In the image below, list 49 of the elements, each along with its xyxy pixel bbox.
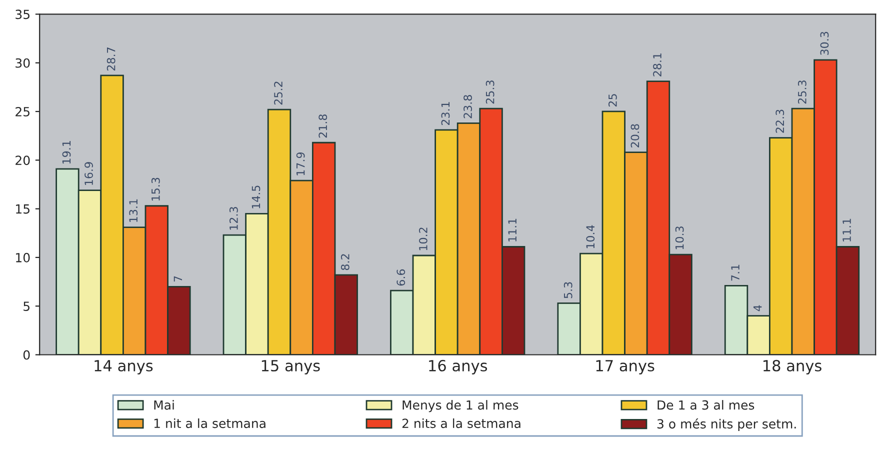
y-tick-label: 20 (16, 156, 30, 166)
data-label: 11.1 (508, 218, 516, 242)
legend-label: De 1 a 3 al mes (658, 400, 754, 410)
data-label: 16.9 (84, 162, 93, 185)
data-label: 30.3 (820, 32, 829, 55)
x-tick-label: 18 anys (764, 360, 822, 374)
data-label: 19.1 (62, 141, 71, 164)
y-tick-label: 0 (23, 350, 30, 360)
data-label: 28.1 (653, 53, 662, 76)
data-label: 10.4 (586, 225, 595, 248)
data-label: 11.1 (842, 218, 851, 242)
y-tick-label: 30 (16, 58, 30, 68)
x-tick-label: 16 anys (429, 360, 488, 374)
data-label: 10.2 (418, 228, 428, 250)
data-label: 28.7 (106, 48, 116, 71)
data-label: 25.3 (798, 80, 806, 104)
legend-label: Menys de 1 al mes (402, 400, 518, 412)
data-label: 6.6 (396, 269, 406, 286)
data-label: 4 (754, 305, 762, 312)
y-tick-label: 5 (24, 302, 30, 312)
data-label: 7.1 (731, 264, 740, 281)
y-tick-label: 25 (16, 106, 30, 116)
x-tick-label: 14 anys (94, 360, 153, 374)
data-label: 23.8 (464, 95, 472, 118)
legend-label: 1 nit a la setmana (154, 418, 266, 428)
data-label: 7 (174, 276, 182, 282)
data-label: 25 (608, 94, 617, 107)
y-tick-label: 35 (16, 10, 30, 20)
x-tick-label: 15 anys (262, 360, 320, 374)
data-label: 25.2 (274, 82, 282, 105)
data-label: 17.9 (296, 152, 305, 176)
legend-label: 2 nits a la setmana (402, 418, 520, 428)
data-label: 5.3 (564, 282, 572, 298)
data-label: 12.3 (229, 207, 238, 230)
data-label: 15.3 (151, 178, 160, 200)
data-label: 13.1 (129, 199, 138, 222)
data-label: 20.8 (630, 124, 640, 148)
data-label: 14.5 (252, 186, 260, 208)
data-label: 23.1 (441, 102, 450, 125)
legend-label: 3 o més nits per setm. (657, 418, 796, 431)
data-label: 22.3 (776, 110, 784, 133)
x-tick-label: 17 anys (596, 360, 654, 374)
data-label: 25.3 (486, 80, 494, 104)
y-tick-label: 10 (16, 252, 30, 262)
data-label: 10.3 (675, 226, 684, 250)
data-label: 8.2 (340, 254, 350, 270)
y-tick-label: 15 (16, 204, 30, 214)
data-label: 21.8 (318, 114, 328, 138)
legend-label: Mai (154, 400, 174, 410)
